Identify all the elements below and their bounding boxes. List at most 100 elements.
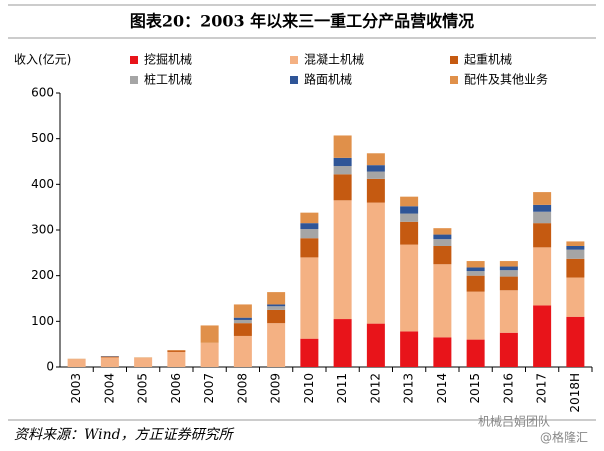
legend-swatch xyxy=(130,56,138,64)
bar-segment xyxy=(433,228,452,235)
legend-label: 挖掘机械 xyxy=(144,52,192,67)
bar-segment xyxy=(566,241,585,246)
bar-segment xyxy=(566,258,585,278)
bar-segment xyxy=(233,323,252,336)
x-tick-label: 2011 xyxy=(335,373,349,404)
bar-segment xyxy=(67,359,86,367)
bar-segment xyxy=(533,211,552,224)
source: 资料来源：Wind，方正证券研究所 xyxy=(14,427,235,443)
bar-segment xyxy=(499,266,518,271)
bar-segment xyxy=(466,291,485,340)
x-tick-label: 2017 xyxy=(535,373,549,404)
x-tick-label: 2005 xyxy=(136,373,150,404)
bar-segment xyxy=(499,276,518,291)
bar-segment xyxy=(566,249,585,259)
bar-segment xyxy=(300,257,319,339)
bar-segment xyxy=(300,229,319,239)
x-tick-label: 2006 xyxy=(169,373,183,404)
x-tick-label: 2003 xyxy=(69,373,83,404)
bar-segment xyxy=(267,306,286,310)
legend-swatch xyxy=(450,56,458,64)
bar-segment xyxy=(400,196,419,207)
y-tick-label: 500 xyxy=(31,131,54,145)
legend-swatch xyxy=(290,56,298,64)
bar-segment xyxy=(566,316,585,367)
legend-swatch xyxy=(130,76,138,84)
bar-segment xyxy=(466,271,485,276)
bar-segment xyxy=(333,174,352,201)
bar-segment xyxy=(366,323,385,367)
bar-segment xyxy=(300,338,319,367)
x-tick-label: 2010 xyxy=(302,373,316,404)
y-axis-label: 收入(亿元) xyxy=(14,52,71,67)
bar-segment xyxy=(267,292,286,305)
bar-segment xyxy=(366,171,385,179)
x-tick-label: 2016 xyxy=(501,373,515,404)
legend-label: 桩工机械 xyxy=(144,72,192,87)
bar-segment xyxy=(100,357,119,367)
bar-segment xyxy=(499,290,518,333)
x-tick-label: 2014 xyxy=(435,373,449,404)
x-tick-label: 2015 xyxy=(468,373,482,404)
bar-segment xyxy=(200,342,219,367)
bar-segment xyxy=(233,304,252,318)
bar-segment xyxy=(267,309,286,324)
bar-segment xyxy=(499,332,518,367)
bar-segment xyxy=(499,270,518,277)
x-tick-label: 2008 xyxy=(235,373,249,404)
watermark: @格隆汇 xyxy=(540,430,588,445)
bar-segment xyxy=(400,221,419,245)
bar-segment xyxy=(333,157,352,167)
x-tick-label: 2012 xyxy=(368,373,382,404)
bar-segment xyxy=(267,304,286,307)
watermark: 机械吕娟团队 xyxy=(478,414,550,429)
bar-segment xyxy=(533,247,552,306)
bar-segment xyxy=(366,165,385,172)
bar-segment xyxy=(333,135,352,158)
y-tick-label: 600 xyxy=(31,86,54,100)
bar-segment xyxy=(366,178,385,203)
bar-segment xyxy=(233,317,252,320)
bar-segment xyxy=(233,335,252,367)
bar-segment xyxy=(499,261,518,267)
bar-segment xyxy=(566,245,585,250)
chart-title: 图表20：2003 年以来三一重工分产品营收情况 xyxy=(130,12,474,31)
legend-label: 混凝土机械 xyxy=(304,52,364,67)
bar-segment xyxy=(433,234,452,240)
bar-segment xyxy=(433,264,452,338)
bar-segment xyxy=(400,213,419,222)
bar-segment xyxy=(300,238,319,258)
bar-segment xyxy=(300,212,319,224)
bar-segment xyxy=(433,337,452,367)
x-tick-label: 2007 xyxy=(202,373,216,404)
bar-segment xyxy=(167,351,186,367)
bar-segment xyxy=(233,319,252,324)
legend-swatch xyxy=(450,76,458,84)
x-tick-label: 2009 xyxy=(269,373,283,404)
bar-segment xyxy=(433,245,452,265)
y-tick-label: 100 xyxy=(31,314,54,328)
bar-segment xyxy=(433,239,452,246)
bar-segment xyxy=(466,261,485,268)
bar-segment xyxy=(366,153,385,166)
bar-segment xyxy=(134,357,153,367)
x-tick-label: 2018H xyxy=(568,373,582,413)
bar-segment xyxy=(533,305,552,367)
bar-segment xyxy=(267,323,286,367)
x-tick-label: 2013 xyxy=(402,373,416,404)
bar-segment xyxy=(400,331,419,367)
bar-segment xyxy=(300,223,319,230)
bar-segment xyxy=(466,275,485,292)
bar-segment xyxy=(333,319,352,367)
bar-segment xyxy=(466,339,485,367)
bar-segment xyxy=(366,202,385,324)
bar-segment xyxy=(533,204,552,212)
bar-segment xyxy=(466,267,485,272)
bar-segment xyxy=(333,166,352,175)
y-tick-label: 200 xyxy=(31,268,54,282)
bar-segment xyxy=(533,223,552,248)
bar-segment xyxy=(167,350,186,352)
bar-segment xyxy=(200,325,219,343)
y-tick-label: 300 xyxy=(31,223,54,237)
